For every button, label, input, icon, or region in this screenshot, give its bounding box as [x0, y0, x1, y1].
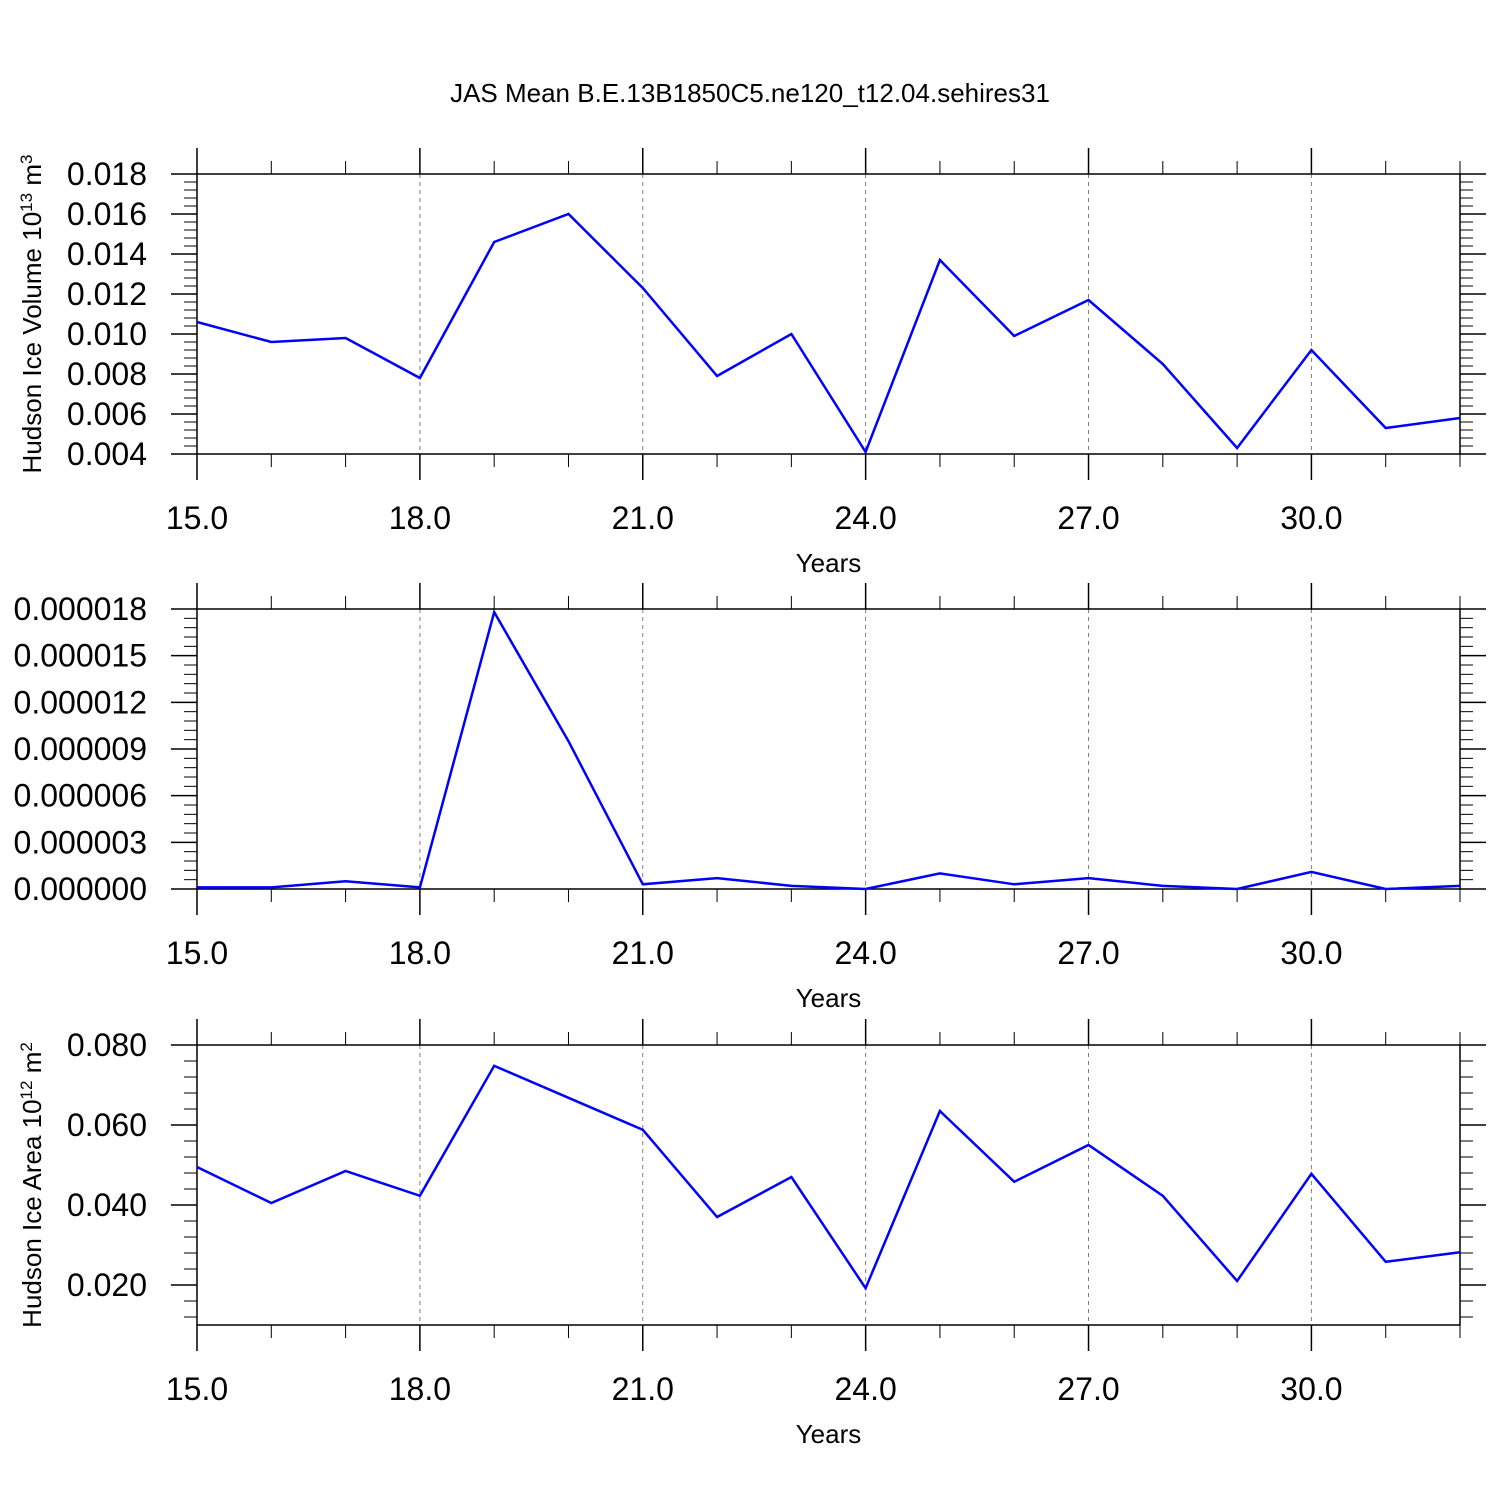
- y-tick-label: 0.008: [67, 356, 147, 392]
- x-tick-label: 24.0: [835, 935, 897, 971]
- y-tick-label: 0.006: [67, 396, 147, 432]
- x-tick-label: 18.0: [389, 1371, 451, 1407]
- y-tick-label: 0.016: [67, 196, 147, 232]
- x-tick-label: 18.0: [389, 935, 451, 971]
- plot-frame: [196, 1044, 1461, 1326]
- y-tick-label: 0.000000: [14, 871, 147, 907]
- y-axis-label: Hudson Ice Area 1012 m2: [17, 1042, 48, 1328]
- x-tick-label: 30.0: [1280, 500, 1342, 536]
- y-tick-label: 0.004: [67, 436, 147, 472]
- x-tick-label: 21.0: [612, 500, 674, 536]
- x-axis-label: Years: [796, 548, 862, 578]
- series-line: [197, 608, 1461, 891]
- plot-frame: [196, 608, 1461, 890]
- y-tick-label: 0.000009: [14, 731, 147, 767]
- y-tick-label: 0.060: [67, 1107, 147, 1143]
- y-tick-label: 0.012: [67, 276, 147, 312]
- y-tick-label: 0.014: [67, 236, 147, 272]
- y-tick-label: 0.018: [67, 156, 147, 192]
- x-tick-label: 24.0: [835, 1371, 897, 1407]
- plot-frame: [196, 173, 1461, 455]
- y-tick-label: 0.000015: [14, 638, 147, 674]
- y-tick-label: 0.000006: [14, 778, 147, 814]
- x-tick-label: 18.0: [389, 500, 451, 536]
- panel-ice-area: 0.020 0.040 0.060 0.080 15.0 18.0 21.0 24.0 27.0…: [17, 1019, 1486, 1449]
- x-tick-label: 27.0: [1057, 1371, 1119, 1407]
- x-tick-label: 30.0: [1280, 1371, 1342, 1407]
- y-tick-label: 0.000003: [14, 824, 147, 860]
- series-line: [196, 212, 1461, 455]
- x-tick-label: 15.0: [166, 1371, 228, 1407]
- x-axis-label: Years: [796, 983, 862, 1013]
- panel-middle-series: 0.000000 0.000003 0.000006 0.000009 0.000012…: [14, 583, 1486, 1013]
- y-tick-label: 0.040: [67, 1187, 147, 1223]
- y-tick-label: 0.020: [67, 1267, 147, 1303]
- x-tick-label: 15.0: [166, 935, 228, 971]
- y-tick-label: 0.010: [67, 316, 147, 352]
- x-axis-label: Years: [796, 1419, 862, 1449]
- series-line: [196, 1064, 1461, 1291]
- x-tick-label: 27.0: [1057, 500, 1119, 536]
- x-tick-label: 21.0: [612, 1371, 674, 1407]
- y-axis-label: Hudson Ice Volume 1013 m3: [17, 155, 48, 474]
- x-tick-label: 27.0: [1057, 935, 1119, 971]
- y-tick-label: 0.080: [67, 1027, 147, 1063]
- figure-title: JAS Mean B.E.13B1850C5.ne120_t12.04.sehi…: [450, 78, 1050, 108]
- x-tick-label: 21.0: [612, 935, 674, 971]
- y-tick-label: 0.000018: [14, 591, 147, 627]
- x-tick-label: 24.0: [835, 500, 897, 536]
- y-tick-label: 0.000012: [14, 684, 147, 720]
- panel-ice-volume: 0.004 0.006 0.008 0.010 0.012 0.014 0.016 0.018…: [17, 148, 1486, 578]
- x-tick-label: 30.0: [1280, 935, 1342, 971]
- x-tick-label: 15.0: [166, 500, 228, 536]
